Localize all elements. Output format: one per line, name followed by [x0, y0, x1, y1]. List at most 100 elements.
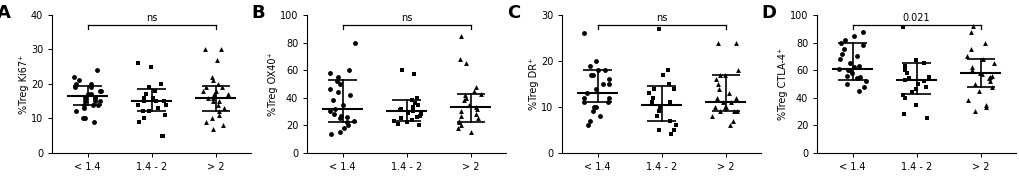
Point	[75, 107, 92, 109]
Point	[966, 83, 982, 85]
Point	[857, 80, 873, 83]
Point	[896, 96, 912, 99]
Point	[830, 67, 847, 70]
Point	[980, 80, 997, 83]
Point	[962, 48, 978, 51]
Point	[345, 120, 362, 122]
Point	[410, 103, 426, 106]
Point	[136, 117, 152, 120]
Point	[341, 69, 358, 71]
Point	[661, 133, 678, 136]
Point	[894, 26, 910, 29]
Point	[335, 103, 352, 106]
Point	[213, 86, 229, 89]
Point	[907, 88, 923, 91]
Point	[136, 96, 152, 99]
Point	[970, 89, 986, 92]
Point	[141, 110, 157, 113]
Point	[473, 92, 489, 95]
Point	[909, 83, 925, 85]
Point	[452, 110, 469, 113]
Point	[643, 101, 659, 104]
Point	[666, 124, 683, 127]
Text: A: A	[0, 4, 10, 22]
Point	[195, 89, 211, 92]
Point	[851, 76, 867, 78]
Point	[410, 124, 426, 127]
Point	[842, 69, 858, 71]
Point	[575, 96, 591, 99]
Point	[709, 83, 726, 85]
Point	[845, 66, 861, 69]
Point	[211, 110, 227, 113]
Point	[980, 76, 997, 78]
Point	[709, 41, 726, 44]
Point	[592, 115, 608, 117]
Point	[727, 96, 743, 99]
Point	[600, 78, 616, 81]
Point	[210, 83, 226, 85]
Point	[452, 114, 469, 117]
Point	[894, 93, 910, 96]
Point	[720, 124, 737, 127]
Point	[703, 115, 719, 117]
Point	[896, 113, 912, 116]
Point	[596, 69, 612, 71]
Point	[211, 100, 227, 103]
Point	[389, 122, 406, 125]
Point	[841, 62, 857, 65]
Point	[215, 107, 231, 109]
Point	[211, 114, 227, 116]
Point	[903, 91, 919, 94]
Point	[452, 124, 469, 127]
Point	[728, 110, 744, 113]
Text: ns: ns	[146, 13, 157, 23]
Point	[391, 109, 408, 112]
Point	[850, 89, 866, 92]
Point	[83, 86, 99, 89]
Point	[977, 106, 994, 109]
Point	[406, 73, 422, 76]
Point	[465, 89, 481, 92]
Point	[838, 83, 854, 85]
Point	[722, 101, 739, 104]
Point	[148, 100, 164, 103]
Point	[470, 117, 486, 120]
Y-axis label: %Treg DR⁺: %Treg DR⁺	[529, 58, 539, 110]
Point	[839, 74, 855, 77]
Point	[322, 110, 338, 113]
Point	[654, 73, 671, 76]
Point	[457, 62, 473, 65]
Point	[649, 115, 665, 117]
Point	[977, 103, 994, 106]
Point	[711, 73, 728, 76]
Point	[650, 27, 666, 30]
Point	[79, 93, 96, 96]
Point	[87, 96, 103, 99]
Point	[855, 85, 871, 88]
Point	[579, 92, 595, 95]
Point	[836, 48, 852, 51]
Point	[332, 114, 348, 117]
Point	[848, 77, 864, 80]
Point	[899, 71, 915, 74]
Point	[706, 105, 722, 108]
Point	[707, 78, 723, 81]
Point	[84, 93, 100, 96]
Point	[147, 89, 163, 92]
Point	[449, 127, 466, 129]
Point	[143, 65, 159, 68]
Point	[897, 78, 913, 81]
Point	[77, 96, 94, 99]
Point	[917, 85, 933, 88]
Point	[327, 107, 343, 110]
Point	[595, 83, 611, 85]
Point	[393, 69, 410, 71]
Point	[412, 114, 428, 117]
Point	[600, 96, 616, 99]
Point	[157, 103, 173, 106]
Point	[907, 59, 923, 62]
Text: C: C	[506, 4, 520, 22]
Point	[214, 124, 230, 127]
Point	[346, 41, 363, 44]
